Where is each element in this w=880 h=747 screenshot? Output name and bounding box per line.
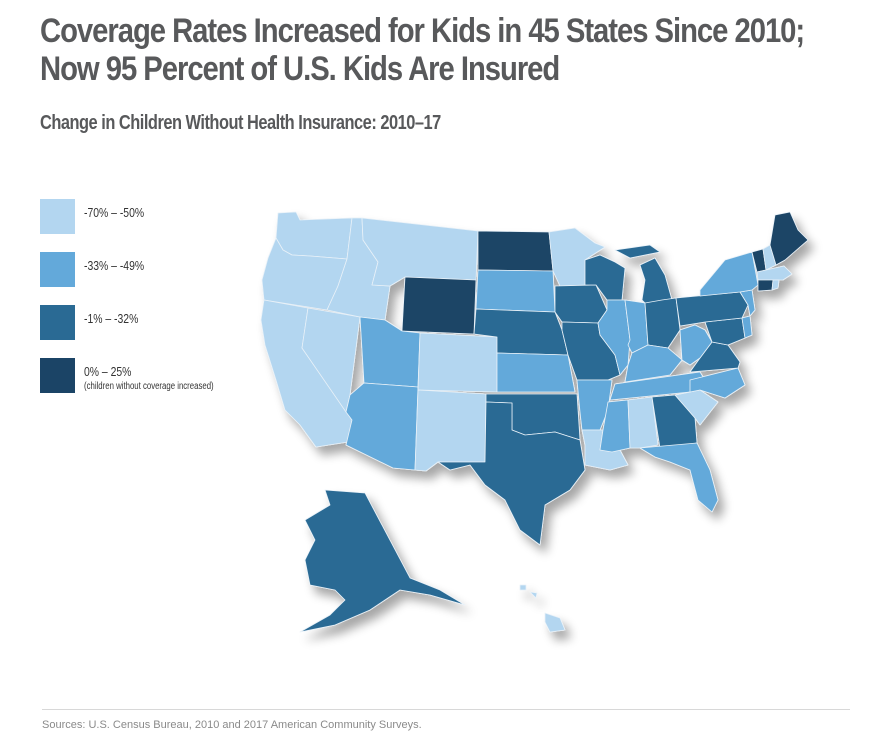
state-ri bbox=[771, 279, 780, 291]
us-map bbox=[260, 211, 809, 633]
state-me bbox=[769, 211, 809, 266]
state-in bbox=[624, 299, 649, 354]
state-ga bbox=[651, 394, 698, 449]
state-wy bbox=[401, 276, 477, 335]
state-ct bbox=[757, 279, 774, 292]
state-nm bbox=[414, 389, 487, 472]
legend-label: -1% – -32% bbox=[84, 311, 139, 326]
legend-swatch bbox=[40, 305, 75, 340]
legend-label: -33% – -49% bbox=[84, 258, 145, 273]
state-tx bbox=[437, 401, 586, 546]
state-mt bbox=[361, 217, 479, 287]
footer-divider bbox=[42, 709, 850, 710]
state-ky bbox=[624, 344, 683, 383]
chart-title: Coverage Rates Increased for Kids in 45 … bbox=[40, 12, 805, 88]
source-note: Sources: U.S. Census Bureau, 2010 and 20… bbox=[42, 719, 422, 731]
state-ks bbox=[496, 352, 576, 393]
legend-item-c4: 0% – 25% (children without coverage incr… bbox=[40, 358, 300, 398]
state-nc bbox=[674, 367, 746, 399]
state-fl bbox=[639, 442, 719, 513]
state-oh bbox=[644, 297, 681, 349]
state-al bbox=[627, 396, 659, 449]
state-ma bbox=[756, 265, 793, 281]
chart-subtitle: Change in Children Without Health Insura… bbox=[40, 112, 441, 134]
state-ny bbox=[699, 251, 759, 297]
legend-item-c2: -33% – -49% bbox=[40, 252, 300, 292]
legend-item-c3: -1% – -32% bbox=[40, 305, 300, 345]
state-sd bbox=[475, 269, 556, 313]
state-ak bbox=[299, 489, 466, 633]
legend-swatch bbox=[40, 358, 75, 393]
state-ia bbox=[554, 284, 608, 324]
legend-swatch bbox=[40, 199, 75, 234]
state-de bbox=[741, 315, 753, 339]
state-hi bbox=[519, 584, 566, 633]
state-az bbox=[345, 382, 419, 471]
state-nd bbox=[477, 230, 554, 272]
legend-label: -70% – -50% bbox=[84, 205, 145, 220]
legend-swatch bbox=[40, 252, 75, 287]
state-wv bbox=[679, 324, 713, 366]
legend-item-c1: -70% – -50% bbox=[40, 199, 300, 239]
legend-note: (children without coverage increased) bbox=[84, 381, 214, 392]
legend-label: 0% – 25% bbox=[84, 364, 132, 379]
state-co bbox=[417, 332, 498, 393]
